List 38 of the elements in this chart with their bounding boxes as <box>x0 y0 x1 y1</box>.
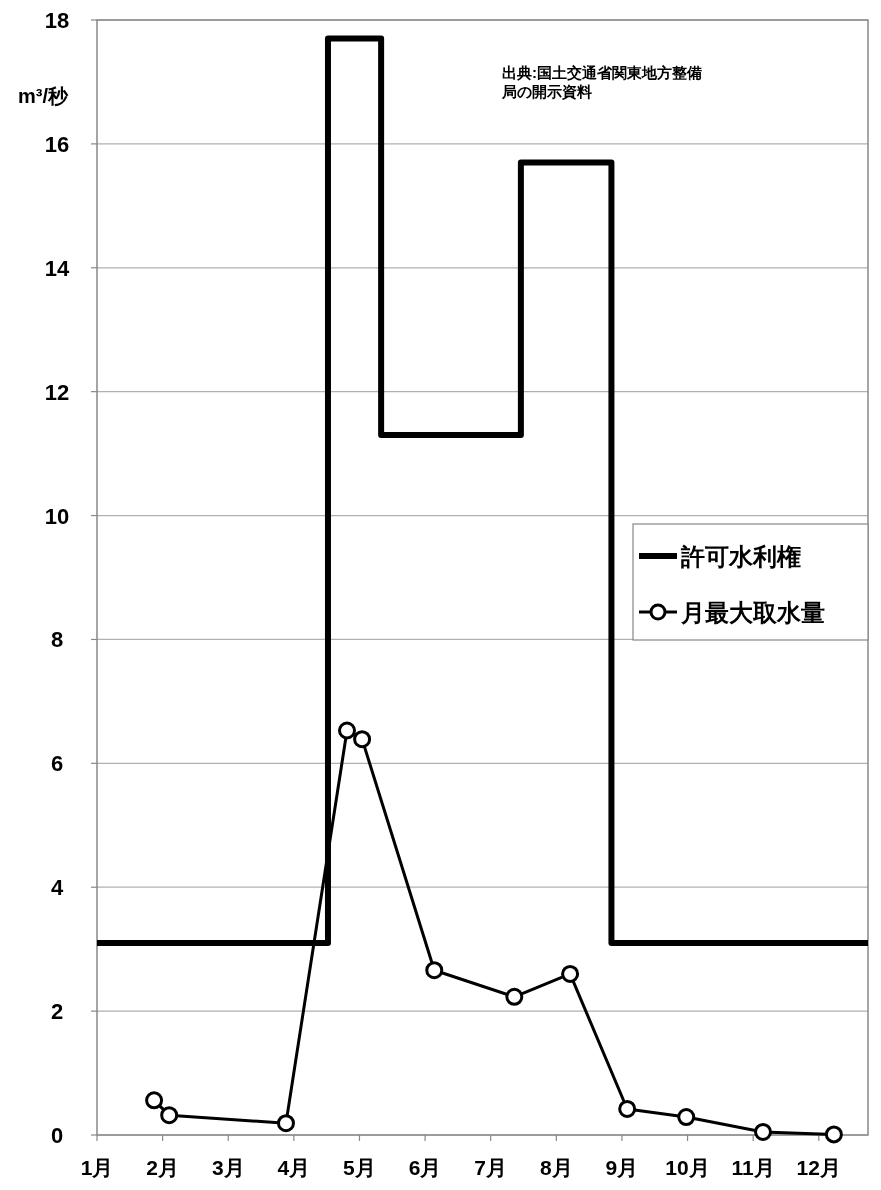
y-tick-label: 6 <box>50 751 64 777</box>
x-tick-label: 1月 <box>80 1156 114 1179</box>
x-tick-label: 10月 <box>665 1156 710 1179</box>
x-tick-label: 8月 <box>539 1156 573 1179</box>
point <box>618 1099 637 1118</box>
annotation: 出典:国土交通省関東地方整備局の開示資料 <box>501 64 702 101</box>
x-tick-label: 3月 <box>211 1156 245 1179</box>
y-tick-label: 16 <box>44 131 70 157</box>
point <box>677 1108 696 1127</box>
x-tick-label: 5月 <box>343 1156 376 1179</box>
x-tick-label: 6月 <box>408 1156 442 1179</box>
point <box>276 1114 295 1133</box>
x-tick-label: 12月 <box>796 1156 841 1179</box>
point <box>338 721 356 740</box>
y-axis-title: m³/秒 <box>18 85 69 107</box>
y-tick-label: 0 <box>50 1123 64 1148</box>
legend-label: 月最大取水量 <box>680 599 825 626</box>
point <box>754 1122 773 1141</box>
point <box>425 961 444 980</box>
point <box>824 1125 843 1144</box>
x-tick-label: 7月 <box>474 1156 508 1179</box>
point <box>561 964 580 983</box>
y-tick-label: 10 <box>44 503 70 529</box>
x-tick-label: 11月 <box>731 1156 775 1179</box>
x-tick-label: 4月 <box>277 1156 311 1179</box>
y-tick-label: 8 <box>50 627 64 653</box>
point <box>145 1091 164 1110</box>
point <box>160 1106 179 1125</box>
legend-label: 許可水利権 <box>680 543 801 570</box>
y-tick-label: 12 <box>44 379 70 405</box>
y-tick-label: 2 <box>50 999 64 1025</box>
y-tick-label: 4 <box>50 875 64 901</box>
point <box>505 987 524 1006</box>
y-tick-label: 18 <box>44 8 70 33</box>
y-tick-label: 14 <box>44 255 70 281</box>
x-tick-label: 2月 <box>146 1156 179 1179</box>
x-tick-label: 9月 <box>605 1156 639 1179</box>
point <box>353 730 372 749</box>
